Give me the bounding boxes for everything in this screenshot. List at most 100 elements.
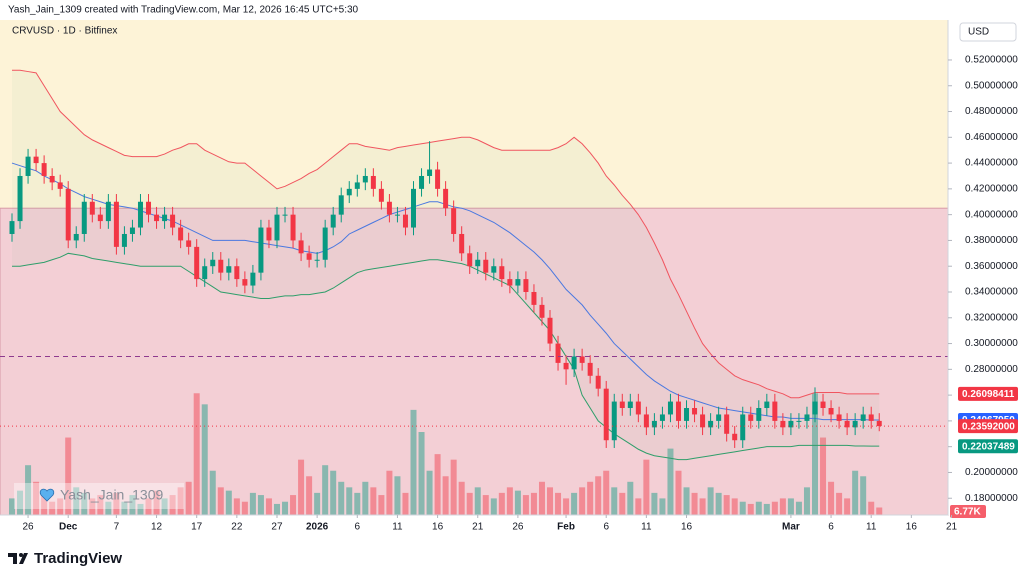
volume-bar [145,498,152,515]
volume-bar [314,492,321,515]
volume-bar [707,487,714,515]
candle-body [603,388,609,441]
candle-body [113,201,119,247]
candle-body [579,356,585,363]
volume-bar [787,498,794,515]
candle-body [258,227,264,273]
volume-bar [33,481,40,515]
candle-body [194,246,200,280]
candle-body [121,233,127,247]
candle-body [852,420,858,428]
volume-bar [795,501,802,515]
volume-bar [555,492,562,515]
candle-body [49,175,55,183]
volume-bar [803,487,810,515]
candle-body [619,401,625,409]
y-tick-label: 0.36000000 [965,261,1018,272]
price-label-bg [958,419,1018,434]
volume-bar [771,501,778,515]
candle-body [137,201,143,228]
candle-body [402,214,408,228]
volume-bar [747,503,754,515]
x-tick-label: 26 [22,522,34,533]
volume-bar [860,476,867,515]
candle-body [266,227,272,241]
volume-bar [354,492,361,515]
candle-body [483,259,489,273]
candle-body [475,259,481,267]
volume-bar [755,501,762,515]
candle-body [362,175,368,183]
volume-bar [17,490,24,515]
volume-bar [129,495,136,515]
candle-body [443,188,449,209]
volume-bar [362,481,369,515]
volume-bar [265,498,272,515]
watermark: Yash_Jain_1309 [60,487,163,503]
price-label: 0.22037489 [962,441,1015,452]
volume-bar [370,487,377,515]
candle-body [218,259,224,273]
candle-body [97,214,103,222]
volume-bar [739,501,746,515]
y-tick-label: 0.44000000 [965,158,1018,169]
y-tick-label: 0.46000000 [965,132,1018,143]
volume-bar [249,492,256,515]
volume-bar [257,495,264,515]
candle-body [716,414,722,421]
heart-icon [39,488,55,502]
volume-bar [611,487,618,515]
candle-body [290,214,296,241]
y-tick-label: 0.28000000 [965,364,1018,375]
candle-body [378,188,384,202]
x-tick-label: 16 [906,522,918,533]
x-tick-label: 11 [866,522,877,533]
volume-bar [442,476,449,515]
volume-bar [121,501,128,515]
candle-body [162,214,168,222]
candle-body [202,266,208,280]
volume-bar [209,470,216,515]
candle-body [178,227,184,241]
candle-body [234,266,240,280]
volume-bar [651,492,658,515]
volume-bar [828,481,835,515]
volume-bar [73,487,80,515]
candle-body [643,414,649,428]
volume-bar [298,459,305,515]
volume-bar [113,492,120,515]
volume-bar [820,437,827,515]
x-tick-label: 22 [231,522,243,533]
candle-body [394,214,400,216]
volume-bar [25,465,32,515]
candle-body [105,201,111,222]
candle-body [812,401,818,415]
volume-bar [81,492,88,515]
x-tick-label: 17 [191,522,203,533]
candle-body [274,214,280,241]
y-tick-label: 0.20000000 [965,467,1018,478]
volume-bar [514,490,521,515]
candle-body [314,259,320,261]
x-tick-label: 7 [114,522,120,533]
candle-body [154,214,160,222]
volume-bar [330,470,337,515]
band-line [12,69,880,399]
candle-body [748,414,754,421]
candle-body [435,169,441,189]
candle-body [627,401,633,409]
candle-body [25,156,31,176]
candle-body [860,414,866,421]
volume-bar [41,492,48,515]
candle-body [684,408,690,421]
volume-bar [595,476,602,515]
candle-body [491,266,497,273]
volume-bar [836,492,843,515]
volume-bar [635,498,642,515]
candle-body [595,375,601,389]
volume-bar [105,501,112,515]
volume-bar [137,503,144,515]
candle-body [507,279,513,286]
y-tick-label: 0.42000000 [965,184,1018,195]
